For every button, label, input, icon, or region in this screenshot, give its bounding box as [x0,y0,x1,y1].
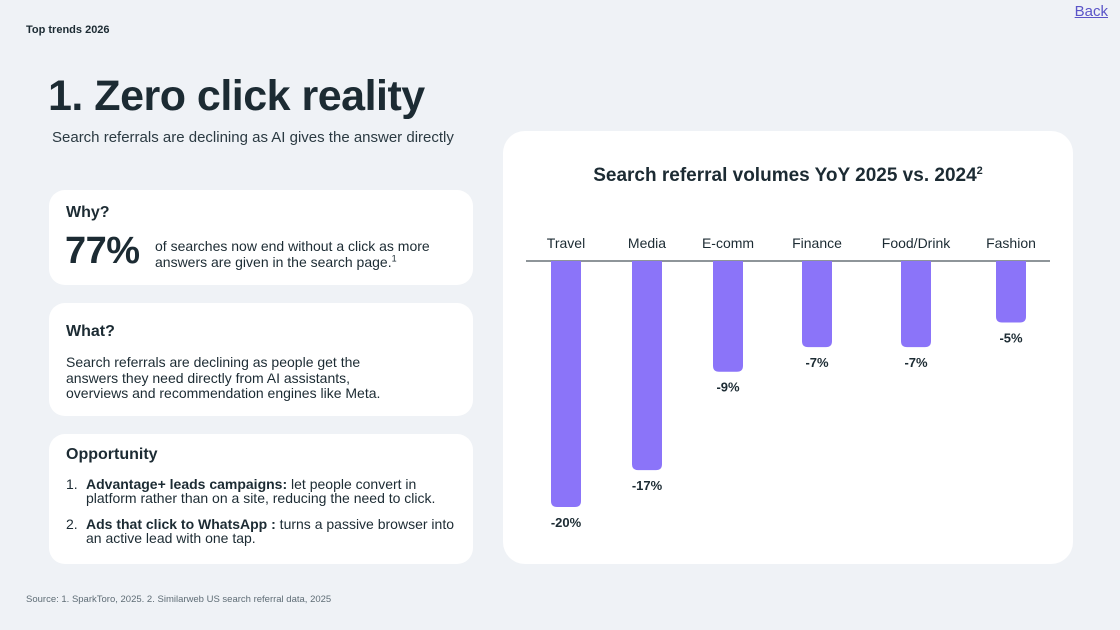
why-card: Why? 77% of searches now end without a c… [49,190,473,285]
back-link[interactable]: Back [1074,3,1108,20]
category-label: Finance [792,235,842,251]
category-label: Fashion [986,235,1036,251]
opportunity-item: 2. Ads that click to WhatsApp : turns a … [66,517,466,545]
category-label: Travel [547,235,585,251]
opportunity-heading: Opportunity [66,446,158,463]
opportunity-item-title: Advantage+ leads campaigns: [86,476,288,492]
source-note: Source: 1. SparkToro, 2025. 2. Similarwe… [26,594,332,605]
opportunity-item-number: 2. [66,516,78,532]
what-text: Search referrals are declining as people… [66,354,381,401]
why-stat: 77% [65,230,140,272]
bar [551,261,581,507]
chart-card: Search referral volumes YoY 2025 vs. 202… [503,131,1073,564]
data-label: -5% [999,331,1023,346]
bar [901,261,931,348]
why-heading: Why? [66,204,110,221]
chart-title-footnote: 2 [977,165,983,177]
opportunity-item-number: 1. [66,476,78,492]
eyebrow-label: Top trends 2026 [26,24,110,36]
opportunity-item-title: Ads that click to WhatsApp : [86,516,276,532]
opportunity-item-text: let people convert in platform rather th… [86,476,436,506]
page-subtitle: Search referrals are declining as AI giv… [52,129,454,146]
category-label: E-comm [702,235,754,251]
opportunity-item-text: turns a passive browser into an active l… [86,516,454,546]
why-footnote: 1 [391,253,397,264]
data-label: -17% [632,478,663,493]
opportunity-card: Opportunity 1. Advantage+ leads campaign… [49,434,473,564]
data-label: -7% [805,355,829,370]
chart-title-text: Search referral volumes YoY 2025 vs. 202… [593,165,977,186]
chart-title: Search referral volumes YoY 2025 vs. 202… [593,165,983,186]
bar [996,261,1026,323]
why-text: of searches now end without a click as m… [155,238,465,270]
category-label: Food/Drink [882,235,951,251]
bar [713,261,743,372]
category-label: Media [628,235,666,251]
page-title: 1. Zero click reality [48,72,425,120]
opportunity-item: 1. Advantage+ leads campaigns: let peopl… [66,477,466,505]
what-card: What? Search referrals are declining as … [49,303,473,416]
data-label: -9% [716,380,740,395]
referral-bar-chart: Search referral volumes YoY 2025 vs. 202… [526,165,1050,530]
bar [802,261,832,348]
bar [632,261,662,471]
data-label: -7% [904,355,928,370]
why-text-body: of searches now end without a click as m… [155,238,430,270]
data-label: -20% [551,515,582,530]
what-heading: What? [66,323,115,340]
